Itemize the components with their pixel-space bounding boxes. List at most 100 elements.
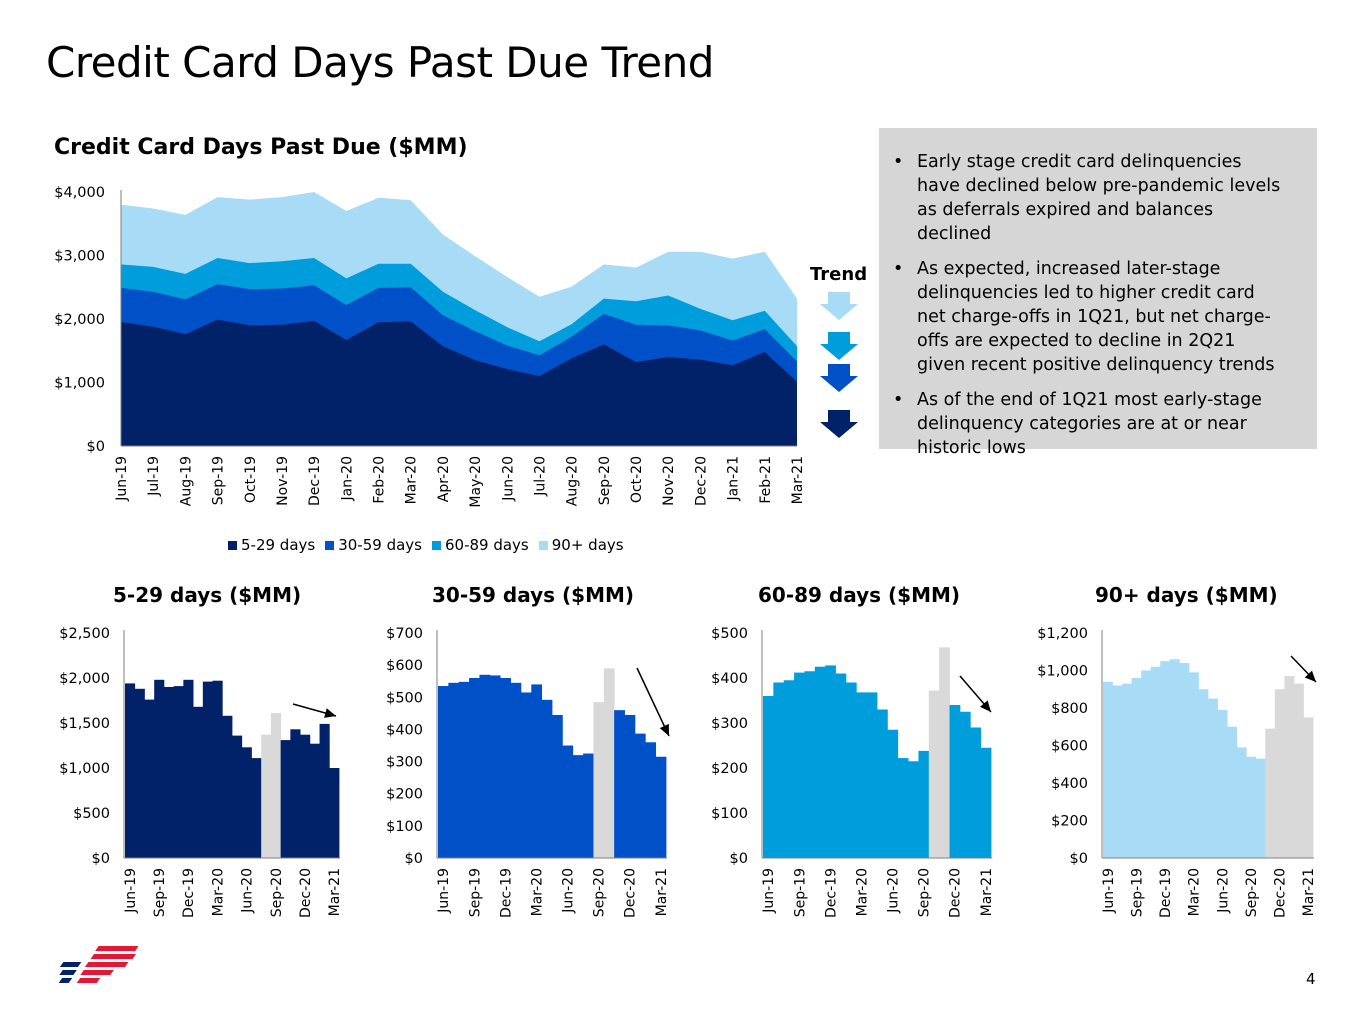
y-tick-label: $600 — [386, 658, 423, 674]
bar — [500, 678, 511, 858]
bar — [163, 687, 175, 858]
small-chart-title-5-29: 5-29 days ($MM) — [113, 583, 302, 607]
notes-text-2: As expected, increased later-stage delin… — [917, 259, 1275, 375]
trend-arrow-head-icon — [324, 708, 336, 718]
legend-label-5-29: 5-29 days — [241, 536, 316, 554]
bar — [814, 666, 826, 858]
x-tick-label: Dec-20 — [948, 868, 964, 918]
legend-label-60-89: 60-89 days — [444, 536, 529, 554]
bar — [144, 699, 155, 858]
x-tick-label: Jul-20 — [532, 456, 548, 497]
bar — [202, 681, 213, 858]
bar — [232, 735, 243, 858]
notes-bullet-3: • As of the end of 1Q21 most early-stage … — [893, 388, 1287, 460]
y-tick-label: $0 — [730, 851, 748, 867]
x-tick-label: Jun-19 — [123, 868, 139, 914]
down-arrow-icon — [820, 292, 858, 320]
bar — [1112, 685, 1123, 858]
bar — [1103, 681, 1113, 858]
legend-item-30-59: 30-59 days — [325, 536, 422, 554]
notes-bullet-1: • Early stage credit card delinquencies h… — [893, 150, 1287, 246]
bar — [552, 714, 563, 858]
x-tick-label: May-20 — [468, 456, 484, 508]
y-tick-label: $0 — [1070, 851, 1088, 867]
bar — [1141, 670, 1152, 858]
y-tick-label: $300 — [386, 755, 423, 771]
bar-chart-60-89: $0 $100 $200 $300 $400 $500 Jun-19 Sep-19 Dec-19… — [711, 626, 995, 918]
x-tick-label: Jun-20 — [561, 868, 577, 914]
x-tick-label: Jan-20 — [339, 456, 355, 501]
bullet-dot-icon: • — [893, 152, 904, 172]
x-tick-label: Dec-19 — [823, 868, 839, 918]
x-tick-label: Dec-20 — [693, 456, 709, 506]
y-tick-label: $400 — [386, 722, 423, 738]
legend-item-90: 90+ days — [538, 536, 624, 554]
bar — [593, 702, 605, 858]
x-tick-label: Apr-20 — [436, 456, 452, 502]
y-tick-label: $200 — [1051, 814, 1088, 830]
bar — [897, 758, 909, 858]
bar — [959, 711, 971, 858]
bar — [939, 647, 950, 858]
bar — [583, 753, 594, 858]
x-tick-label: Mar-21 — [654, 868, 670, 916]
x-tick-label: Jun-19 — [436, 868, 452, 914]
bar — [1217, 709, 1228, 858]
bar — [804, 671, 816, 858]
y-tick-label: $0 — [405, 851, 423, 867]
bar — [300, 734, 311, 858]
main-area-chart: $0 $1,000 $2,000 $3,000 $4,000 Jun-19 Jul-19 Au… — [54, 185, 806, 508]
small-chart-title-30-59: 30-59 days ($MM) — [432, 583, 635, 607]
x-tick-label: Sep-19 — [467, 868, 483, 917]
bar — [173, 686, 184, 858]
y-tick-label: $0 — [92, 851, 110, 867]
y-tick-label: $400 — [711, 671, 748, 687]
bar — [1284, 676, 1295, 858]
bar — [1246, 756, 1257, 858]
y-tick-label: $2,500 — [59, 626, 110, 642]
bar — [1169, 659, 1180, 858]
trend-arrow-head-icon — [980, 700, 991, 712]
bar — [1274, 689, 1285, 858]
bar — [918, 750, 930, 858]
notes-panel: • Early stage credit card delinquencies h… — [879, 128, 1317, 458]
bar — [212, 680, 223, 858]
legend-swatch-60-89 — [431, 540, 441, 550]
x-tick-label: Mar-21 — [979, 868, 995, 916]
bar — [309, 743, 320, 858]
bar — [1160, 661, 1171, 858]
bar — [193, 706, 204, 858]
x-tick-label: Feb-21 — [758, 456, 774, 504]
bar — [1293, 683, 1304, 858]
x-tick-label: Mar-20 — [854, 868, 870, 916]
page-number: 4 — [1306, 970, 1316, 988]
x-tick-label: Jun-19 — [1101, 868, 1117, 914]
bar — [835, 673, 847, 858]
bar — [469, 678, 480, 858]
trend-arrows — [820, 292, 858, 438]
bar — [645, 742, 657, 858]
x-tick-label: Sep-19 — [792, 868, 808, 917]
bar — [458, 681, 470, 858]
x-tick-label: Mar-21 — [1301, 868, 1317, 916]
x-tick-label: Sep-20 — [917, 868, 933, 917]
bar — [438, 686, 449, 858]
bar — [887, 729, 899, 858]
bar — [908, 761, 919, 858]
x-tick-label: Feb-20 — [372, 456, 388, 504]
y-tick-label: $0 — [87, 439, 105, 455]
x-tick-label: Dec-20 — [623, 868, 639, 918]
bar — [970, 727, 982, 858]
bar — [949, 705, 961, 858]
legend-label-30-59: 30-59 days — [338, 536, 422, 554]
x-tick-label: Mar-20 — [1187, 868, 1203, 916]
x-tick-label: Jun-20 — [886, 868, 902, 914]
bar — [290, 729, 301, 858]
bar-chart-5-29: $0 $500 $1,000 $1,500 $2,000 $2,500 Jun-19 Sep-… — [59, 626, 343, 918]
y-tick-label: $1,500 — [59, 716, 110, 732]
bar — [614, 710, 625, 858]
bar — [1208, 698, 1218, 858]
bar — [572, 755, 584, 858]
x-tick-label: Dec-19 — [307, 456, 323, 506]
bar — [319, 723, 330, 858]
